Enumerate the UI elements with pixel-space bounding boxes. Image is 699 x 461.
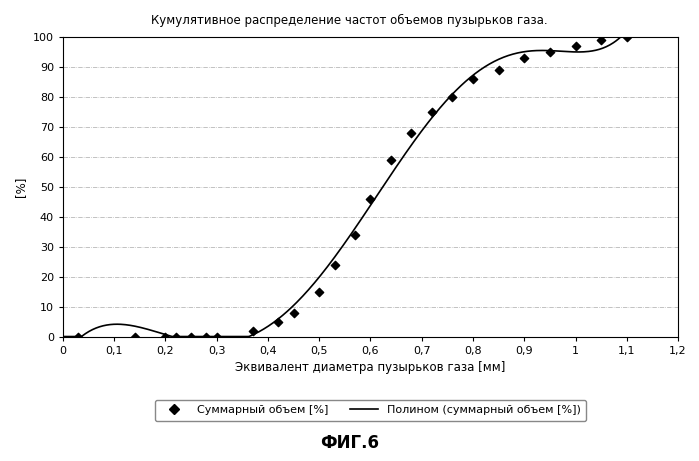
Point bbox=[273, 318, 284, 325]
Point bbox=[314, 288, 325, 295]
Point bbox=[447, 93, 458, 100]
Point bbox=[201, 333, 212, 340]
Point bbox=[596, 36, 607, 43]
Text: ФИГ.6: ФИГ.6 bbox=[320, 434, 379, 452]
Point bbox=[170, 333, 181, 340]
Point bbox=[185, 333, 196, 340]
Point bbox=[621, 33, 633, 41]
Point bbox=[350, 231, 361, 238]
Legend: Суммарный объем [%], Полином (суммарный объем [%]): Суммарный объем [%], Полином (суммарный … bbox=[154, 400, 586, 421]
Y-axis label: [%]: [%] bbox=[14, 177, 27, 197]
Point bbox=[160, 333, 171, 340]
Point bbox=[288, 309, 299, 316]
Point bbox=[365, 195, 376, 202]
Point bbox=[493, 66, 504, 73]
Point bbox=[73, 333, 84, 340]
Point bbox=[211, 333, 222, 340]
Point bbox=[468, 75, 479, 83]
Point bbox=[247, 327, 258, 334]
Point bbox=[426, 108, 438, 115]
Point bbox=[385, 156, 396, 164]
Point bbox=[570, 42, 581, 49]
Point bbox=[406, 129, 417, 136]
Point bbox=[129, 333, 140, 340]
Text: Кумулятивное распределение частот объемов пузырьков газа.: Кумулятивное распределение частот объемо… bbox=[151, 14, 548, 27]
Point bbox=[519, 54, 530, 61]
X-axis label: Эквивалент диаметра пузырьков газа [мм]: Эквивалент диаметра пузырьков газа [мм] bbox=[236, 361, 505, 374]
Point bbox=[329, 261, 340, 268]
Point bbox=[545, 48, 556, 55]
